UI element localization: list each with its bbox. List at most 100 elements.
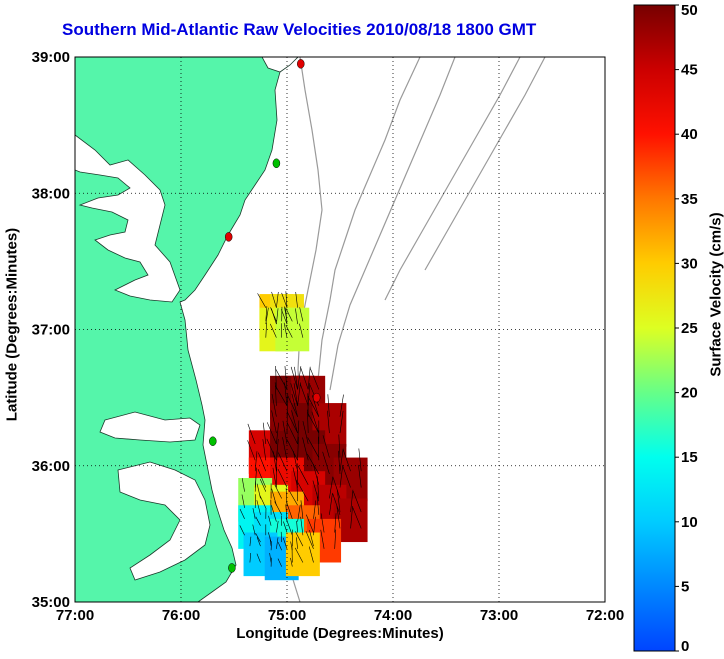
velocity-vector [277, 558, 282, 567]
pamlico-sound [117, 461, 211, 581]
velocity-vector [338, 434, 341, 458]
velocity-vector [271, 488, 277, 506]
velocity-vector [257, 469, 267, 488]
velocity-cell [285, 532, 320, 577]
velocity-vector [270, 307, 277, 322]
velocity-vector [249, 552, 252, 563]
velocity-vector [297, 504, 301, 522]
colorbar-tick-label: 5 [681, 578, 689, 595]
colorbar-tick-label: 35 [681, 191, 698, 208]
velocity-vector [283, 322, 288, 338]
map-grid [75, 57, 605, 602]
velocity-vector [296, 479, 298, 502]
velocity-cell [275, 307, 310, 352]
velocity-vector [307, 412, 320, 434]
velocity-vector [350, 489, 354, 513]
velocity-vector [276, 521, 279, 533]
velocity-vector [297, 436, 299, 461]
y-tick-label: 36:00 [32, 458, 70, 475]
velocity-vector [297, 420, 300, 444]
velocity-vector [259, 478, 267, 492]
velocity-vector [299, 383, 309, 406]
velocity-vector [332, 477, 341, 499]
velocity-vector [307, 409, 309, 434]
velocity-vector [309, 368, 320, 390]
velocity-vector [285, 291, 288, 308]
radar-stations [209, 59, 321, 573]
velocity-vector [254, 477, 257, 492]
velocity-vector [297, 366, 302, 390]
colorbar-tick-label: 45 [681, 62, 698, 79]
velocity-vector [256, 537, 261, 547]
velocity-vector [285, 501, 293, 519]
velocity-vector [296, 520, 298, 533]
velocity-vector [334, 513, 337, 533]
velocity-vector [254, 451, 258, 472]
velocity-vector [284, 306, 288, 322]
radar-station [297, 59, 305, 69]
velocity-vector [269, 536, 272, 547]
map-layers [75, 57, 546, 602]
velocity-vector [285, 324, 293, 338]
velocity-vector [255, 516, 261, 526]
velocity-vector [339, 448, 344, 472]
velocity-vector [290, 383, 298, 406]
velocity-vector [288, 490, 298, 506]
velocity-vector [277, 542, 282, 551]
velocity-vector [295, 531, 304, 547]
velocity-vector [285, 504, 288, 522]
velocity-vector [257, 293, 267, 308]
velocity-vector [322, 451, 330, 475]
velocity-vector [282, 537, 288, 549]
velocity-vector [311, 411, 320, 434]
velocity-vector [265, 306, 268, 322]
colorbar [633, 4, 676, 652]
velocity-vector [272, 451, 277, 472]
velocity-vector [291, 393, 298, 417]
x-tick-label: 75:00 [268, 607, 306, 624]
velocity-vector [307, 395, 320, 417]
albemarle-sound [99, 411, 201, 443]
velocity-vector [299, 307, 304, 322]
velocity-vector [266, 422, 277, 445]
velocity-vector [297, 482, 309, 502]
velocity-vector [296, 537, 298, 549]
velocity-vector [241, 478, 245, 492]
velocity-vector [352, 507, 362, 529]
x-axis-label: Longitude (Degrees:Minutes) [236, 625, 444, 642]
velocity-vector [334, 529, 337, 549]
velocity-vector [294, 547, 304, 563]
velocity-vector [306, 453, 320, 475]
velocity-vector [252, 524, 256, 536]
velocity-vector [269, 323, 277, 338]
velocity-vector [290, 557, 293, 567]
velocity-vector [265, 322, 267, 338]
colorbar-tick-label: 15 [681, 449, 698, 466]
velocity-vector [247, 423, 256, 445]
radar-station [224, 232, 233, 242]
velocity-vector [295, 308, 298, 325]
colorbar-tick-label: 25 [681, 320, 698, 337]
velocity-vector [239, 508, 245, 520]
velocity-vector [265, 307, 269, 325]
velocity-vector [262, 422, 267, 444]
velocity-vector [287, 412, 298, 434]
colorbar-tick-label: 40 [681, 126, 698, 143]
velocity-vector [276, 308, 279, 325]
velocity-vector [287, 422, 298, 445]
axis-ticks: 77:00 76:00 75:00 74:00 73:00 72:00 39:00 38:00… [32, 49, 625, 624]
velocity-vector [300, 367, 309, 390]
velocity-vector [281, 292, 288, 308]
velocity-vector [339, 410, 344, 434]
velocity-vector [299, 323, 304, 338]
velocity-vector [290, 366, 298, 390]
velocity-vector [271, 291, 277, 308]
velocity-vector [284, 382, 288, 406]
velocity-vector [307, 437, 320, 458]
y-tick-label: 38:00 [32, 185, 70, 202]
velocity-vector [297, 382, 301, 406]
velocity-vector [276, 537, 279, 549]
radar-station [228, 563, 236, 573]
velocity-vector [300, 516, 304, 536]
radar-station [312, 392, 321, 403]
